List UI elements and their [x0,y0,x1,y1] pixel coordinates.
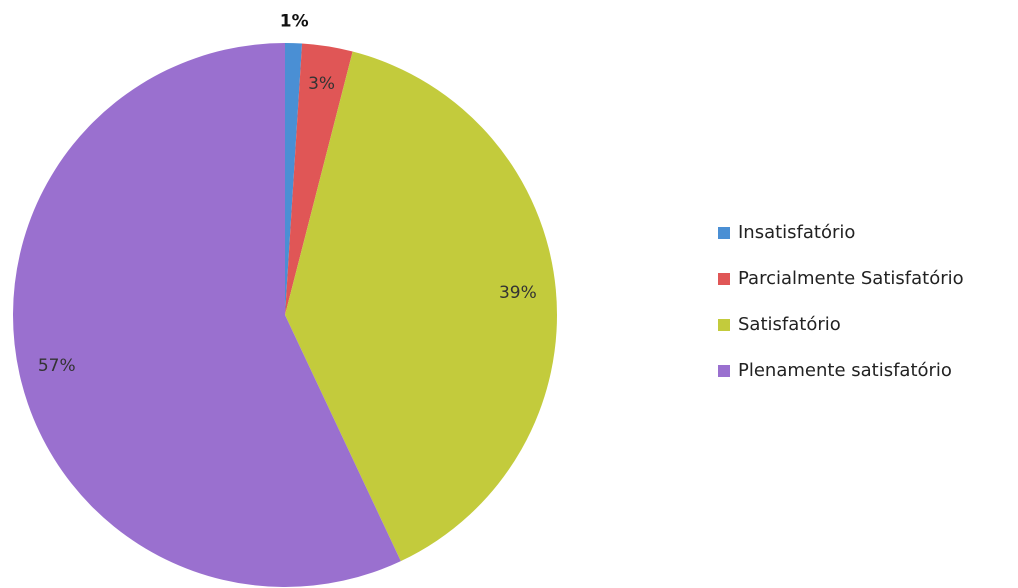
data-label: 3% [308,74,335,94]
pie-slice [13,43,401,587]
pie-slice [285,43,353,315]
legend-marker [718,227,730,239]
legend: Insatisfatório Parcialmente Satisfatório S… [718,222,964,381]
legend-label: Insatisfatório [738,222,855,243]
pie-slice [285,43,303,315]
legend-marker [718,273,730,285]
data-label: 57% [38,356,76,376]
legend-label: Plenamente satisfatório [738,360,952,381]
legend-label: Satisfatório [738,314,841,335]
pie-slice [285,51,558,562]
legend-label: Parcialmente Satisfatório [738,268,964,289]
data-label: 1% [280,11,309,31]
data-label: 39% [499,283,537,303]
data-labels: 1% 3% 39% 57% [38,11,537,376]
pie [13,43,558,587]
legend-marker [718,365,730,377]
legend-marker [718,319,730,331]
